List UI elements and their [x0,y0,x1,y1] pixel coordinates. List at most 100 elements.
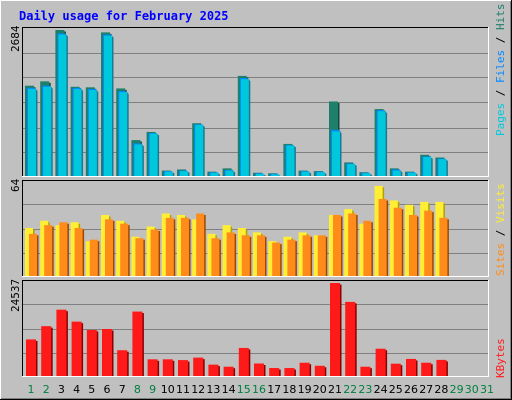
panel-3-ymax-label: 24537 [9,279,22,312]
legend-sep-1: / [494,83,507,103]
sites-bar [333,214,341,276]
pages-bar [149,133,158,176]
pages-bar [332,131,340,176]
day-label: 21 [328,383,342,396]
day-label: 29 [450,383,464,396]
day-label: 30 [465,383,479,396]
kbytes-bar [345,301,356,376]
legend-sep-3: / [494,223,507,243]
kbytes-panel [22,280,489,377]
pages-bar [347,164,356,176]
kbytes-bar [238,347,249,376]
kbytes-bar [41,326,52,376]
day-label: 18 [282,383,296,396]
pages-bar [316,172,325,176]
pages-bar [362,173,371,176]
pages-bar [134,144,143,176]
sites-bar [439,217,448,276]
kbytes-bar [26,339,36,376]
day-label: 22 [343,383,357,396]
day-label: 23 [358,383,372,396]
day-label: 11 [176,383,190,396]
kbytes-bar [223,366,234,376]
sites-bar [89,239,98,276]
day-label: 7 [119,383,126,396]
day-label: 20 [313,383,327,396]
sites-bar [409,214,417,276]
pages-files-hits-panel [22,27,489,177]
sites-bar [74,228,83,276]
kbytes-bar [390,363,401,376]
kbytes-bar [436,359,447,376]
panel-1-ymax-label: 2684 [9,25,22,52]
day-label: 28 [434,383,448,396]
pages-bar [225,170,234,176]
legend-files: Files [494,50,507,83]
pages-bar [423,156,432,176]
sites-bar [59,222,68,276]
day-label: 14 [222,383,236,396]
kbytes-bar [375,348,386,376]
kbytes-bar [254,363,264,376]
pages-bar [195,124,204,176]
visits-sites-panel [22,180,489,277]
sites-bar [165,217,174,276]
sites-bar [196,213,205,276]
legend-kbytes: KBytes [494,338,507,378]
day-label: 31 [480,383,494,396]
legend-hits: Hits [494,4,507,31]
kbytes-bar [314,365,325,376]
legend-pages: Pages [494,103,507,136]
pages-bar [286,145,295,176]
sites-bar [363,220,372,276]
day-label: 10 [161,383,175,396]
pages-bar [438,159,447,176]
pages-bar [104,35,112,176]
sites-bar [29,233,37,276]
kbytes-bar [193,357,204,376]
day-label: 15 [237,383,251,396]
day-label: 12 [191,383,205,396]
kbytes-bar [299,362,310,376]
day-labels: 1 2 3 4 5 6 7 8 9 10 11 12 13 14 15 16 17 18 19 20 21 22 23 24 2… [28,383,495,396]
sites-bar [120,223,129,276]
pages-bar [240,79,249,176]
sites-bar [226,232,235,276]
kbytes-bar [208,364,219,376]
sites-bar [424,210,433,276]
kbytes-bar [269,368,280,376]
kbytes-bar [162,359,173,376]
day-label: 17 [267,383,281,396]
sites-bar [150,229,159,276]
day-label: 5 [88,383,95,396]
sites-bar [287,239,296,276]
pages-bar [408,172,416,176]
sites-bar [378,198,387,276]
pages-bar [180,171,188,176]
pages-bar [28,88,36,176]
kbytes-bar [86,329,97,376]
kbytes-bar [147,359,158,376]
sites-bar [393,207,402,276]
kbytes-bar [56,309,67,376]
kbytes-bar [117,350,128,376]
day-label: 1 [28,383,35,396]
kbytes-bar [71,321,82,376]
sites-bar [257,235,265,276]
day-label: 26 [404,383,418,396]
kbytes-bar [178,360,188,376]
kbytes-bar [132,311,143,376]
legend-sites-visits: Sites / Visits [494,183,507,276]
pages-bar [256,173,264,176]
day-label: 3 [58,383,65,396]
legend-sep-2: / [494,30,507,50]
sites-bar [348,213,357,276]
day-label: 9 [149,383,156,396]
kbytes-bar [421,362,432,376]
day-label: 13 [206,383,220,396]
day-label: 19 [298,383,312,396]
chart-title: Daily usage for February 2025 [19,9,229,23]
sites-bar [44,225,53,276]
kbytes-bar [102,329,112,376]
